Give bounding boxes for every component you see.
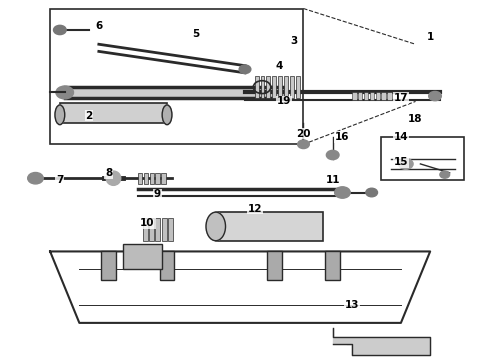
Text: 16: 16	[335, 132, 350, 142]
Text: 13: 13	[345, 300, 360, 310]
Bar	[216, 212, 323, 241]
Bar	[155, 173, 160, 184]
Ellipse shape	[106, 171, 121, 185]
Bar	[101, 251, 116, 280]
Bar	[358, 93, 363, 100]
Circle shape	[239, 65, 251, 73]
Bar	[375, 93, 380, 100]
Text: 12: 12	[247, 203, 262, 213]
Bar	[65, 87, 284, 98]
Circle shape	[366, 188, 377, 197]
Ellipse shape	[162, 105, 172, 125]
Text: 11: 11	[325, 175, 340, 185]
Bar	[255, 76, 259, 98]
Bar	[162, 217, 167, 241]
Polygon shape	[333, 328, 430, 355]
Circle shape	[56, 86, 74, 99]
Bar	[149, 173, 154, 184]
Text: 14: 14	[393, 132, 408, 142]
Text: 9: 9	[154, 189, 161, 199]
Bar	[50, 9, 303, 144]
Bar	[155, 217, 160, 241]
Circle shape	[297, 140, 309, 149]
Circle shape	[28, 172, 43, 184]
Bar	[295, 76, 299, 98]
Circle shape	[440, 171, 450, 178]
Bar	[381, 137, 464, 180]
Text: 4: 4	[275, 61, 283, 71]
Text: 20: 20	[296, 129, 311, 139]
Bar	[370, 93, 374, 100]
Bar	[387, 93, 392, 100]
Circle shape	[398, 158, 413, 169]
Ellipse shape	[206, 212, 225, 241]
Text: 15: 15	[393, 157, 408, 167]
Text: 17: 17	[393, 93, 408, 103]
Text: 3: 3	[290, 36, 297, 46]
Bar	[160, 251, 174, 280]
Circle shape	[429, 91, 441, 101]
Text: 2: 2	[85, 111, 93, 121]
Bar	[381, 93, 386, 100]
Bar	[143, 217, 147, 241]
Text: 10: 10	[140, 218, 155, 228]
Text: 7: 7	[56, 175, 64, 185]
Bar	[290, 76, 294, 98]
Text: 6: 6	[95, 21, 102, 31]
Bar	[261, 76, 265, 98]
Bar	[272, 76, 276, 98]
Text: 19: 19	[277, 96, 291, 107]
Bar	[149, 217, 154, 241]
Bar	[123, 244, 162, 269]
Bar	[144, 173, 148, 184]
Bar	[161, 173, 166, 184]
Bar	[267, 76, 270, 98]
Bar	[278, 76, 282, 98]
Text: 1: 1	[426, 32, 434, 42]
Bar	[352, 93, 357, 100]
Bar	[267, 251, 282, 280]
Bar	[364, 93, 368, 100]
Ellipse shape	[55, 105, 65, 125]
Bar	[60, 103, 167, 123]
Bar	[168, 217, 173, 241]
Text: 5: 5	[193, 28, 200, 39]
Circle shape	[335, 187, 350, 198]
Bar	[284, 76, 288, 98]
Text: 18: 18	[408, 114, 423, 124]
Circle shape	[53, 25, 66, 35]
Text: 8: 8	[105, 168, 112, 178]
Circle shape	[326, 150, 339, 159]
Bar	[138, 173, 142, 184]
Bar	[325, 251, 340, 280]
